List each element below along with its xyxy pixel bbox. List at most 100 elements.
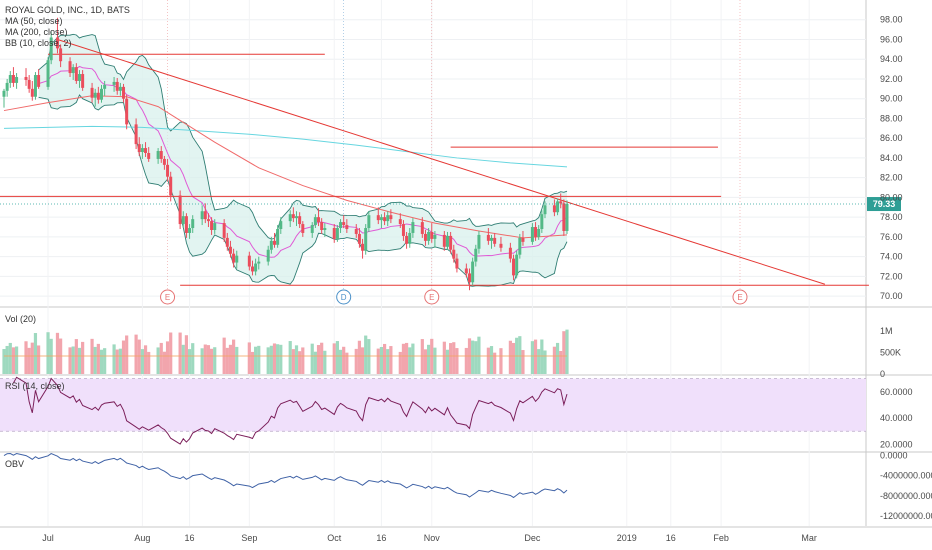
candle-body[interactable]: [386, 215, 390, 222]
candle-body[interactable]: [33, 75, 37, 97]
candle-body[interactable]: [452, 249, 456, 259]
candle-body[interactable]: [518, 237, 522, 255]
candle-body[interactable]: [565, 204, 569, 231]
candle-body[interactable]: [291, 214, 295, 219]
candle-body[interactable]: [200, 211, 204, 220]
candle-body[interactable]: [521, 237, 525, 242]
candle-body[interactable]: [301, 224, 305, 233]
candle-body[interactable]: [490, 237, 494, 241]
candle-body[interactable]: [310, 225, 314, 233]
candle-body[interactable]: [206, 219, 210, 222]
candle-body[interactable]: [30, 88, 34, 97]
candle-body[interactable]: [24, 76, 28, 80]
legend-ma50[interactable]: MA (50, close): [5, 16, 63, 26]
candle-body[interactable]: [156, 151, 160, 159]
candle-body[interactable]: [508, 247, 512, 259]
candle-body[interactable]: [140, 148, 144, 153]
candle-body[interactable]: [222, 223, 226, 238]
earnings-marker-icon[interactable]: [160, 289, 176, 305]
candle-body[interactable]: [433, 234, 437, 239]
candle-body[interactable]: [134, 124, 138, 145]
candle-body[interactable]: [235, 255, 239, 263]
candle-body[interactable]: [401, 224, 405, 236]
candle-body[interactable]: [411, 222, 415, 233]
candle-body[interactable]: [178, 195, 182, 225]
candle-body[interactable]: [137, 144, 141, 153]
candle-body[interactable]: [166, 164, 170, 177]
descending-trendline[interactable]: [57, 39, 826, 285]
candle-body[interactable]: [486, 234, 490, 241]
candle-body[interactable]: [169, 176, 173, 196]
candle-body[interactable]: [203, 211, 207, 220]
candle-body[interactable]: [534, 227, 538, 237]
candle-body[interactable]: [269, 240, 273, 250]
candle-body[interactable]: [5, 82, 9, 91]
rsi-pane[interactable]: [0, 376, 866, 445]
candle-body[interactable]: [335, 228, 339, 239]
candle-body[interactable]: [556, 201, 560, 213]
candle-body[interactable]: [405, 235, 409, 244]
candle-body[interactable]: [298, 216, 302, 225]
candle-body[interactable]: [77, 74, 81, 81]
candle-body[interactable]: [225, 237, 229, 247]
candle-body[interactable]: [2, 90, 6, 97]
candle-body[interactable]: [288, 214, 292, 222]
candle-body[interactable]: [15, 76, 19, 83]
candle-body[interactable]: [455, 258, 459, 269]
candle-body[interactable]: [247, 255, 251, 267]
candle-body[interactable]: [474, 248, 478, 262]
candle-body[interactable]: [354, 229, 358, 234]
dividend-marker-icon[interactable]: [336, 289, 352, 305]
candle-body[interactable]: [125, 98, 129, 125]
candle-body[interactable]: [512, 258, 516, 276]
candle-body[interactable]: [317, 217, 321, 223]
candle-body[interactable]: [228, 246, 232, 254]
candle-body[interactable]: [59, 48, 63, 62]
candle-body[interactable]: [213, 223, 217, 230]
candle-body[interactable]: [46, 60, 50, 87]
candle-body[interactable]: [90, 87, 94, 98]
candle-body[interactable]: [420, 222, 424, 234]
candle-body[interactable]: [96, 92, 100, 100]
candle-body[interactable]: [266, 249, 270, 262]
candle-body[interactable]: [74, 67, 78, 81]
candle-body[interactable]: [11, 75, 15, 83]
candle-body[interactable]: [112, 81, 116, 85]
candle-body[interactable]: [144, 148, 148, 153]
candle-body[interactable]: [430, 231, 434, 239]
earnings-marker-icon[interactable]: [732, 289, 748, 305]
candle-body[interactable]: [250, 266, 254, 272]
candle-body[interactable]: [423, 233, 427, 241]
candle-body[interactable]: [181, 216, 185, 225]
candle-body[interactable]: [93, 92, 97, 98]
candle-body[interactable]: [232, 253, 236, 263]
candle-body[interactable]: [442, 234, 446, 247]
candle-body[interactable]: [122, 86, 126, 99]
candle-body[interactable]: [339, 222, 343, 229]
candle-body[interactable]: [515, 254, 519, 276]
candle-body[interactable]: [467, 273, 471, 283]
legend-rsi[interactable]: RSI (14, close): [5, 381, 65, 391]
candle-body[interactable]: [383, 217, 387, 222]
candle-body[interactable]: [8, 75, 12, 83]
candle-body[interactable]: [103, 84, 107, 89]
volume-pane[interactable]: [2, 329, 569, 374]
candle-body[interactable]: [68, 61, 72, 74]
candle-body[interactable]: [272, 240, 276, 245]
candle-body[interactable]: [81, 74, 85, 88]
candle-body[interactable]: [332, 228, 336, 239]
candle-body[interactable]: [530, 227, 534, 242]
candle-body[interactable]: [342, 222, 346, 226]
candle-body[interactable]: [449, 235, 453, 250]
candle-body[interactable]: [364, 228, 368, 251]
candle-body[interactable]: [464, 268, 468, 274]
candle-body[interactable]: [376, 215, 380, 221]
candle-body[interactable]: [295, 216, 299, 219]
candle-body[interactable]: [100, 88, 104, 100]
candle-body[interactable]: [257, 261, 261, 264]
candle-body[interactable]: [398, 219, 402, 225]
candle-body[interactable]: [313, 217, 317, 226]
candle-body[interactable]: [345, 225, 349, 230]
candle-body[interactable]: [367, 215, 371, 229]
candle-body[interactable]: [552, 205, 556, 213]
